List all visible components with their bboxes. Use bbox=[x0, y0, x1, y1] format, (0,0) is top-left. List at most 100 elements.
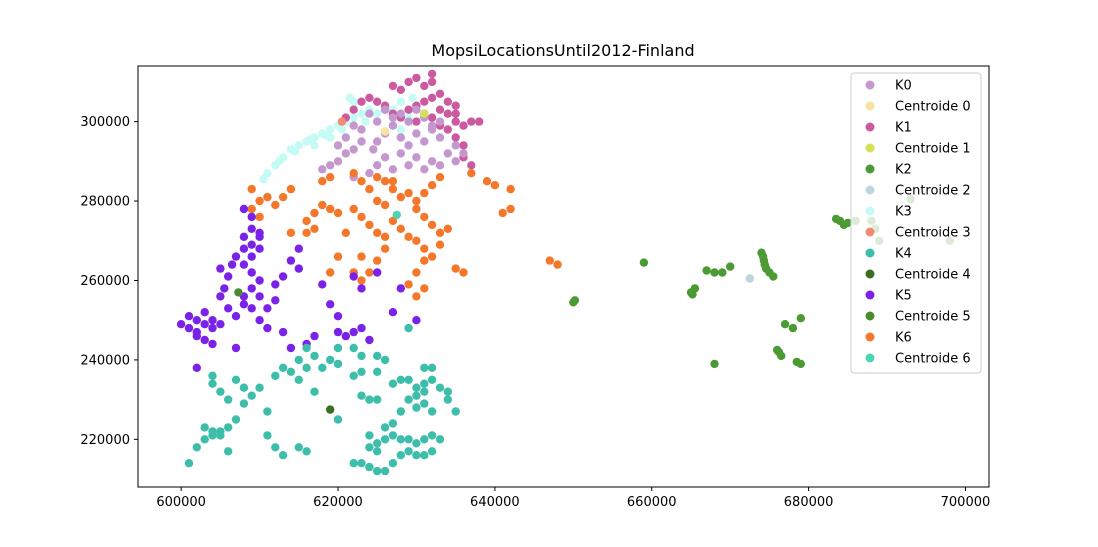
point-k4-body-31 bbox=[333, 359, 343, 369]
legend-marker bbox=[865, 353, 875, 363]
point-k6-0 bbox=[247, 184, 256, 194]
point-k0-33 bbox=[357, 125, 366, 134]
point-k1-12 bbox=[412, 73, 421, 83]
point-k2-29 bbox=[839, 220, 849, 230]
legend-marker bbox=[865, 227, 875, 237]
point-k5-21 bbox=[255, 244, 264, 253]
point-k3-14 bbox=[373, 109, 382, 118]
x-tick-label: 660000 bbox=[627, 495, 677, 510]
point-k4-body-75 bbox=[349, 459, 358, 468]
point-k4-body-78 bbox=[380, 435, 390, 444]
point-k6-64 bbox=[498, 208, 507, 218]
point-k0-21 bbox=[373, 161, 382, 170]
point-k5-17 bbox=[227, 260, 237, 269]
point-k0-38 bbox=[435, 117, 445, 126]
point-k5-48 bbox=[278, 327, 288, 337]
point-k0-44 bbox=[427, 121, 437, 130]
legend-label: Centroide 1 bbox=[895, 142, 971, 157]
point-centroide-6-0 bbox=[392, 210, 401, 220]
point-k4-body-50 bbox=[412, 391, 421, 400]
point-k4-body-49 bbox=[420, 387, 429, 396]
point-k6-56 bbox=[349, 204, 358, 214]
point-k6-2 bbox=[247, 204, 256, 214]
x-tick-label: 680000 bbox=[784, 495, 834, 510]
point-k2-7 bbox=[710, 268, 719, 277]
point-k5-55 bbox=[333, 327, 343, 337]
point-k6-60 bbox=[451, 264, 460, 273]
legend-marker bbox=[865, 122, 875, 132]
point-k4-body-21 bbox=[271, 371, 280, 380]
point-k6-59 bbox=[373, 196, 382, 206]
point-k4-body-59 bbox=[396, 435, 405, 444]
point-k3-21 bbox=[396, 125, 405, 134]
point-k2-20 bbox=[777, 351, 786, 361]
point-k4-body-71 bbox=[380, 466, 390, 476]
point-k1-14 bbox=[427, 77, 437, 87]
point-k0-9 bbox=[435, 133, 445, 142]
point-k0-16 bbox=[380, 153, 390, 162]
point-k0-30 bbox=[459, 149, 468, 158]
point-k6-72 bbox=[380, 200, 390, 210]
point-k4-body-11 bbox=[247, 391, 256, 400]
point-k4-body-89 bbox=[333, 415, 343, 424]
point-k4-body-61 bbox=[412, 439, 421, 448]
point-k5-10 bbox=[208, 316, 217, 325]
point-k6-43 bbox=[373, 256, 382, 265]
point-k6-26 bbox=[412, 196, 421, 206]
point-k5-35 bbox=[294, 244, 303, 253]
legend-marker bbox=[865, 248, 875, 258]
point-k4-body-54 bbox=[427, 407, 437, 416]
point-k5-40 bbox=[208, 339, 217, 349]
point-k6-9 bbox=[310, 208, 319, 218]
point-k0-20 bbox=[443, 149, 452, 158]
point-k5-34 bbox=[286, 256, 296, 265]
point-centroide-3-0 bbox=[337, 117, 347, 126]
point-k5-61 bbox=[357, 284, 366, 293]
point-k4-body-65 bbox=[427, 447, 437, 456]
point-k6-42 bbox=[380, 244, 390, 253]
point-k1-23 bbox=[475, 117, 484, 126]
point-k1-26 bbox=[365, 93, 374, 103]
point-k4-body-12 bbox=[239, 383, 249, 392]
point-k0-35 bbox=[388, 113, 398, 122]
point-k4-body-23 bbox=[286, 367, 296, 376]
point-k5-62 bbox=[412, 316, 421, 325]
point-k5-57 bbox=[349, 327, 358, 337]
point-k5-24 bbox=[255, 276, 264, 285]
point-k6-67 bbox=[467, 169, 476, 178]
point-k4-body-29 bbox=[302, 447, 311, 456]
point-k6-61 bbox=[459, 268, 468, 277]
point-k0-41 bbox=[380, 105, 390, 114]
point-k4-body-19 bbox=[263, 407, 272, 416]
point-k6-58 bbox=[326, 268, 335, 277]
point-k4-body-52 bbox=[412, 403, 421, 412]
point-k4-body-63 bbox=[427, 431, 437, 440]
point-k4-body-56 bbox=[388, 419, 398, 428]
point-k0-36 bbox=[404, 117, 413, 126]
point-k5-33 bbox=[278, 272, 288, 281]
point-k5-63 bbox=[396, 284, 405, 293]
legend-label: Centroide 3 bbox=[895, 226, 971, 241]
point-k5-60 bbox=[349, 272, 358, 281]
point-k4-1 bbox=[302, 343, 311, 353]
point-k4-body-53 bbox=[420, 399, 429, 408]
point-k0-5 bbox=[404, 141, 413, 150]
point-k6-10 bbox=[318, 200, 327, 210]
point-k5-4 bbox=[208, 323, 217, 333]
point-k6-39 bbox=[404, 280, 413, 289]
point-k6-51 bbox=[396, 224, 405, 233]
legend-label: K6 bbox=[895, 331, 912, 346]
point-k6-16 bbox=[318, 177, 327, 186]
point-k6-73 bbox=[388, 177, 398, 186]
point-k1-18 bbox=[451, 101, 460, 110]
point-k4-body-58 bbox=[388, 431, 398, 440]
point-k1-13 bbox=[420, 81, 429, 91]
point-k5-26 bbox=[255, 292, 264, 301]
x-tick-label: 640000 bbox=[470, 495, 520, 510]
chart-title: MopsiLocationsUntil2012-Finland bbox=[431, 41, 694, 60]
point-k4-body-15 bbox=[208, 379, 217, 388]
point-k3-23 bbox=[275, 157, 284, 166]
point-k6-14 bbox=[302, 228, 311, 237]
point-k5-28 bbox=[255, 316, 264, 325]
point-k4-body-25 bbox=[302, 363, 311, 372]
